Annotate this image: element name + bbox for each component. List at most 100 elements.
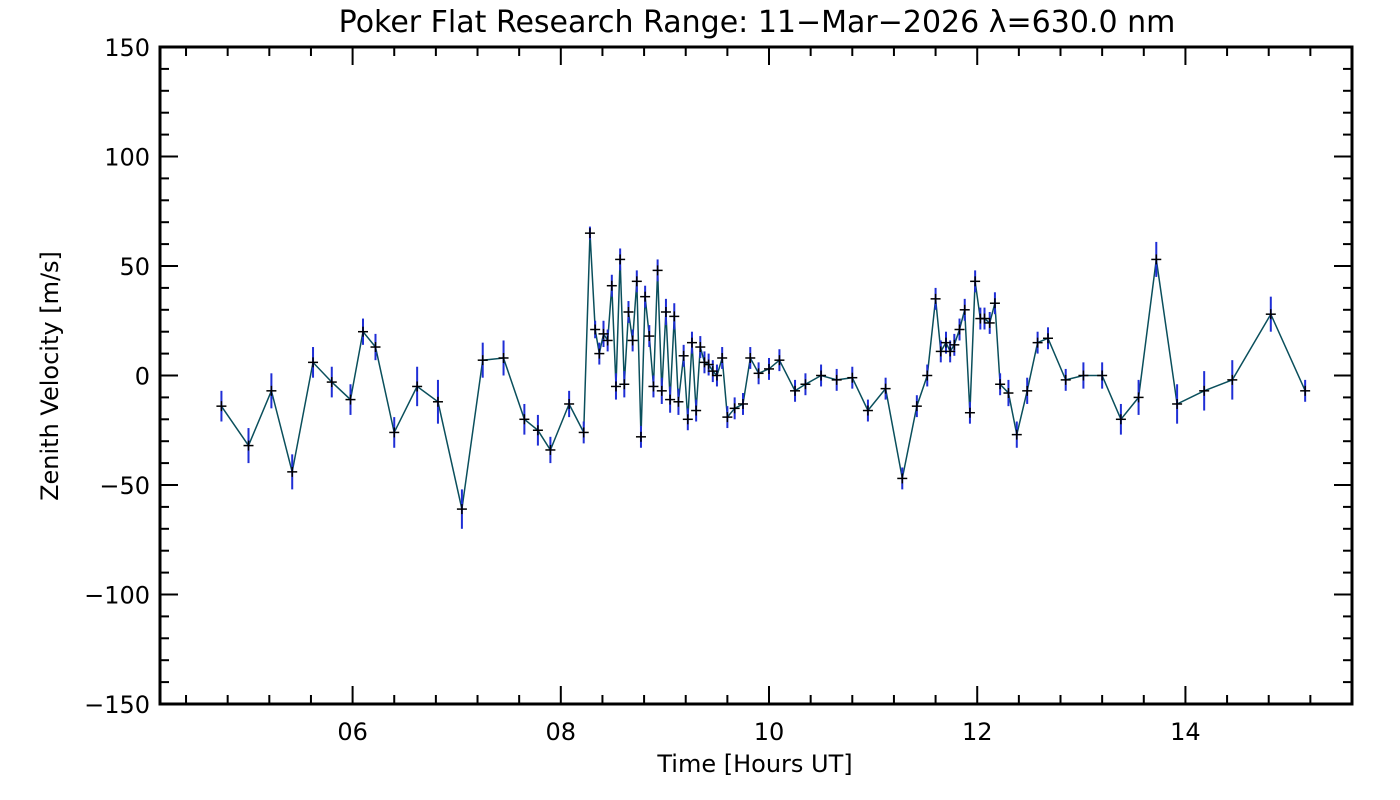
- data-point: [656, 385, 667, 396]
- series-layer: [220, 233, 1306, 510]
- data-point: [615, 254, 626, 265]
- data-point: [216, 401, 227, 412]
- data-point: [370, 342, 381, 353]
- data-point: [979, 313, 990, 324]
- minor-ticks: [160, 47, 1352, 704]
- y-tick-label: 100: [104, 144, 150, 172]
- data-point: [964, 407, 975, 418]
- data-point: [326, 377, 337, 388]
- data-point: [729, 403, 740, 414]
- data-point: [686, 337, 697, 348]
- data-point: [287, 466, 298, 477]
- data-point: [1227, 374, 1238, 385]
- data-point: [578, 427, 589, 438]
- data-point: [954, 324, 965, 335]
- data-point: [897, 473, 908, 484]
- data-point: [995, 379, 1006, 390]
- data-point: [722, 412, 733, 423]
- data-point: [602, 335, 613, 346]
- data-point: [1032, 337, 1043, 348]
- data-point: [862, 405, 873, 416]
- data-point: [532, 425, 543, 436]
- data-point: [389, 427, 400, 438]
- data-point: [623, 306, 634, 317]
- data-point: [717, 352, 728, 363]
- x-tick-label: 10: [754, 718, 785, 746]
- data-point: [266, 385, 277, 396]
- x-tick-label: 12: [962, 718, 993, 746]
- data-point: [678, 350, 689, 361]
- data-point: [665, 394, 676, 405]
- data-point: [753, 368, 764, 379]
- data-point: [627, 335, 638, 346]
- data-point: [695, 342, 706, 353]
- y-tick-label: −150: [84, 691, 150, 719]
- data-point: [564, 398, 575, 409]
- data-point: [606, 280, 617, 291]
- data-point: [635, 431, 646, 442]
- data-point: [1043, 333, 1054, 344]
- data-point: [519, 414, 530, 425]
- data-point: [1133, 392, 1144, 403]
- data-point: [800, 379, 811, 390]
- data-point: [545, 444, 556, 455]
- data-point: [669, 311, 680, 322]
- data-point: [598, 328, 609, 339]
- plot-area: 06 08 10 12 14 −150 −100 −50 0 50 100 150: [84, 34, 1354, 746]
- data-point: [594, 348, 605, 359]
- data-point: [590, 324, 601, 335]
- data-point: [880, 383, 891, 394]
- data-point: [584, 228, 595, 239]
- data-point: [922, 370, 933, 381]
- data-point: [847, 372, 858, 383]
- data-point: [699, 357, 710, 368]
- data-point: [970, 276, 981, 287]
- data-point: [930, 293, 941, 304]
- y-axis-ticks: −150 −100 −50 0 50 100 150: [84, 34, 1352, 719]
- data-point: [648, 381, 659, 392]
- x-tick-label: 14: [1170, 718, 1201, 746]
- data-point: [1011, 429, 1022, 440]
- data-point: [1151, 254, 1162, 265]
- data-point: [764, 363, 775, 374]
- y-tick-label: 150: [104, 34, 150, 62]
- data-point: [1199, 385, 1210, 396]
- data-point: [745, 352, 756, 363]
- x-tick-label: 08: [546, 718, 577, 746]
- data-point: [640, 291, 651, 302]
- data-point: [1022, 385, 1033, 396]
- data-point: [652, 265, 663, 276]
- chart-title: Poker Flat Research Range: 11−Mar−2026 λ…: [339, 5, 1176, 40]
- y-tick-label: 0: [135, 363, 150, 391]
- data-point: [959, 304, 970, 315]
- x-axis-label: Time [Hours UT]: [656, 750, 852, 778]
- x-axis-ticks: 06 08 10 12 14: [337, 47, 1201, 746]
- data-point: [631, 276, 642, 287]
- data-point: [1078, 370, 1089, 381]
- data-point: [984, 317, 995, 328]
- data-point: [358, 326, 369, 337]
- data-point: [940, 337, 951, 348]
- y-tick-label: −50: [99, 472, 150, 500]
- y-axis-label: Zenith Velocity [m/s]: [36, 251, 64, 501]
- data-point: [691, 405, 702, 416]
- y-tick-label: −100: [84, 582, 150, 610]
- data-point: [774, 355, 785, 366]
- data-point: [816, 370, 827, 381]
- data-point: [610, 381, 621, 392]
- data-point: [1003, 388, 1014, 399]
- data-point: [945, 346, 956, 357]
- error-bars: [220, 226, 1307, 529]
- data-point: [1115, 414, 1126, 425]
- data-point: [707, 366, 718, 377]
- data-point: [619, 379, 630, 390]
- data-point: [644, 331, 655, 342]
- data-point: [308, 357, 319, 368]
- data-point: [1097, 370, 1108, 381]
- data-point: [831, 374, 842, 385]
- data-point: [989, 298, 1000, 309]
- data-point: [412, 381, 423, 392]
- data-point: [737, 398, 748, 409]
- data-point: [1300, 385, 1311, 396]
- series-line: [220, 233, 1306, 510]
